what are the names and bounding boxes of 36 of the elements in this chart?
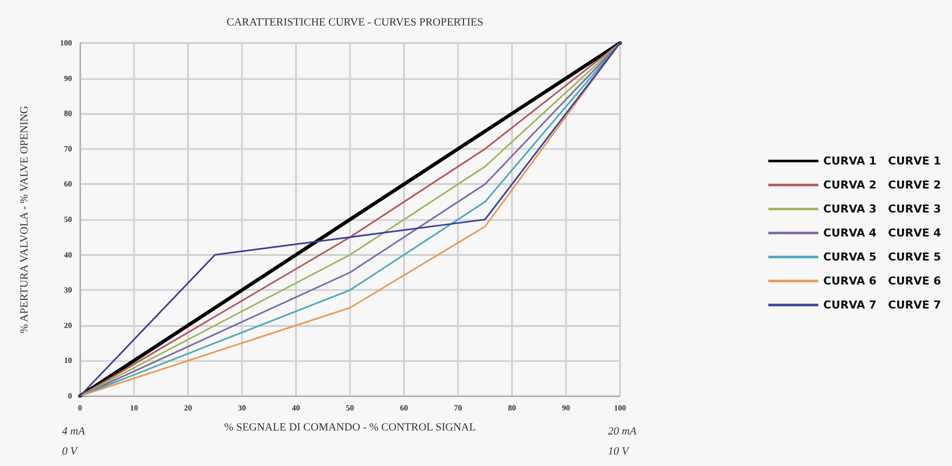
y-tick-label: 90 [64, 74, 72, 83]
x-tick-label: 90 [562, 404, 570, 412]
y-tick-label: 10 [64, 356, 72, 366]
y-tick-label: 60 [64, 180, 72, 189]
y-tick-label: 20 [64, 320, 72, 330]
text: 4 mA [62, 426, 86, 438]
y-axis-title: % APERTURA VALVOLA - % VALVE OPENING [18, 106, 30, 334]
x-axis-title: % SEGNALE DI COMANDO - % CONTROL SIGNAL [224, 422, 476, 434]
x-tick-label: 30 [238, 404, 246, 412]
y-tick-label: 100 [60, 38, 72, 48]
y-tick-label: 70 [64, 144, 72, 154]
x-tick-label: 10 [130, 404, 138, 412]
x-tick-label: 0 [78, 404, 82, 412]
legend-label: CURVA 1 CURVE 1 [823, 154, 942, 168]
x-tick-label: 100 [614, 404, 626, 412]
x-tick-label: 50 [346, 404, 354, 412]
y-tick-label: 30 [64, 286, 72, 295]
x-tick-label: 60 [400, 404, 408, 412]
x-tick-label: 40 [292, 404, 300, 412]
legend-label: CURVA 6 CURVE 6 [823, 274, 942, 288]
x-tick-label: 20 [184, 404, 192, 412]
y-tick-label: 80 [64, 109, 72, 118]
text: 10 V [608, 446, 630, 458]
text: 20 mA [608, 426, 637, 438]
y-tick-label: 50 [64, 215, 72, 224]
x-tick-label: 80 [508, 404, 516, 412]
legend-label: CURVA 4 CURVE 4 [823, 226, 942, 240]
text: 0 V [62, 446, 78, 458]
legend-label: CURVA 2 CURVE 2 [823, 178, 942, 192]
y-tick-label: 0 [68, 392, 72, 400]
legend-label: CURVA 3 CURVE 3 [823, 202, 942, 216]
y-tick-label: 40 [64, 250, 72, 260]
legend-label: CURVA 7 CURVE 7 [823, 298, 942, 312]
x-tick-label: 70 [454, 404, 462, 412]
chart-title: CARATTERISTICHE CURVE - CURVES PROPERTIES [226, 16, 484, 28]
legend-label: CURVA 5 CURVE 5 [823, 250, 942, 264]
